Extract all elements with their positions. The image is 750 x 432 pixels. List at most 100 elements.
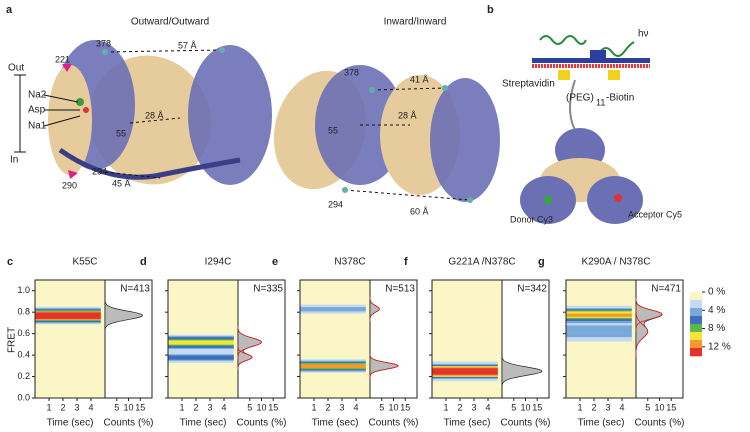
heatmap-row	[168, 360, 234, 362]
heatmap-row	[168, 358, 234, 360]
x-tick-label: 5	[114, 402, 119, 412]
panel-title: K290A / N378C	[582, 257, 651, 268]
heatmap-row	[35, 320, 101, 323]
heatmap-row	[35, 314, 101, 316]
heatmap-row	[300, 360, 366, 362]
heatmap-row	[300, 305, 366, 308]
heatmap-row	[566, 311, 632, 313]
label: 60 Å	[410, 206, 429, 216]
x-tick-label: 10	[520, 402, 530, 412]
heatmap-row	[168, 335, 234, 338]
heatmap-row	[566, 305, 632, 308]
heatmap-row	[300, 367, 366, 370]
x-tick-label: 4	[221, 402, 226, 412]
label: Donor Cy3	[510, 214, 553, 224]
x-tick-label: 3	[74, 402, 79, 412]
axis-label: Counts (%)	[634, 418, 684, 429]
x-tick-label: 10	[388, 402, 398, 412]
colorbar-label: 4 %	[708, 305, 725, 316]
heatmap-row	[432, 377, 498, 379]
x-tick-label: 4	[88, 402, 93, 412]
heatmap-row	[168, 361, 234, 363]
heatmap-row	[566, 317, 632, 319]
histogram	[501, 280, 543, 398]
heatmap-row	[300, 312, 366, 314]
heatmap-row	[168, 349, 234, 352]
heatmap-row	[168, 341, 234, 343]
heatmap-row	[168, 343, 234, 345]
x-tick-label: 10	[654, 402, 664, 412]
histogram	[635, 280, 663, 398]
heatmap-row	[432, 363, 498, 366]
heatmap-row	[566, 316, 632, 318]
histogram	[104, 280, 144, 398]
heatmap-row	[566, 332, 632, 334]
colorbar-swatch	[690, 348, 702, 357]
fit-curve	[369, 296, 380, 322]
heatmap-row	[566, 314, 632, 316]
x-tick-label: 4	[619, 402, 624, 412]
x-tick-label: 15	[268, 402, 278, 412]
x-tick-label: 1	[443, 402, 448, 412]
heatmap-row	[566, 340, 632, 342]
label: hν	[638, 29, 649, 40]
x-tick-label: 1	[577, 402, 582, 412]
heatmap-row	[35, 315, 101, 317]
inward-structure	[273, 65, 500, 203]
colorbar-label: 12 %	[708, 341, 731, 352]
axis-label: Time (sec)	[578, 418, 625, 429]
label: 294	[328, 199, 343, 209]
x-tick-label: 1	[46, 402, 51, 412]
heatmap-row	[432, 378, 498, 381]
label: 28 Å	[145, 110, 164, 120]
x-tick-label: 2	[325, 402, 330, 412]
heatmap-row	[432, 371, 498, 373]
heatmap-row	[566, 334, 632, 337]
heatmap-row	[35, 312, 101, 314]
heatmap-row	[432, 374, 498, 376]
heatmap-row	[432, 379, 498, 382]
x-tick-label: 10	[256, 402, 266, 412]
label: -Biotin	[606, 93, 634, 104]
heatmap-row	[35, 313, 101, 315]
x-tick-label: 5	[511, 402, 516, 412]
n-label: N=471	[651, 284, 681, 295]
x-tick-label: 5	[247, 402, 252, 412]
heatmap-row	[566, 318, 632, 320]
label: Acceptor Cy5	[628, 209, 682, 219]
y-tick-label: 0.4	[17, 349, 30, 359]
label: Na1	[28, 121, 47, 132]
heatmap-row	[168, 344, 234, 346]
fit-curve	[237, 344, 253, 371]
heatmap-row	[566, 323, 632, 326]
heatmap-row	[432, 361, 498, 363]
x-tick-label: 3	[471, 402, 476, 412]
colorbar-swatch	[690, 324, 702, 333]
heatmap-row	[35, 316, 101, 318]
panel-letter: g	[538, 256, 545, 268]
heatmap-row	[300, 365, 366, 368]
n-label: N=335	[253, 284, 283, 295]
heatmap-row	[35, 310, 101, 312]
histogram	[237, 280, 262, 398]
heatmap-row	[168, 347, 234, 349]
x-tick-label: 15	[135, 402, 145, 412]
histogram	[369, 280, 399, 398]
heatmap-row	[432, 370, 498, 372]
heatmap-row	[566, 320, 632, 323]
heatmap-row	[300, 307, 366, 310]
y-tick-label: 0.2	[17, 371, 30, 381]
heatmap-row	[168, 334, 234, 337]
heatmap-row	[566, 310, 632, 312]
heatmap-row	[566, 339, 632, 341]
x-tick-label: 4	[485, 402, 490, 412]
axis-label: Counts (%)	[500, 418, 550, 429]
outward-structure	[14, 40, 272, 185]
heatmap-row	[300, 363, 366, 366]
panel-letter: c	[7, 256, 13, 268]
label: In	[10, 155, 18, 166]
panel-title: N378C	[334, 257, 365, 268]
x-tick-label: 3	[207, 402, 212, 412]
heatmap-row	[168, 348, 234, 351]
x-tick-label: 2	[457, 402, 462, 412]
